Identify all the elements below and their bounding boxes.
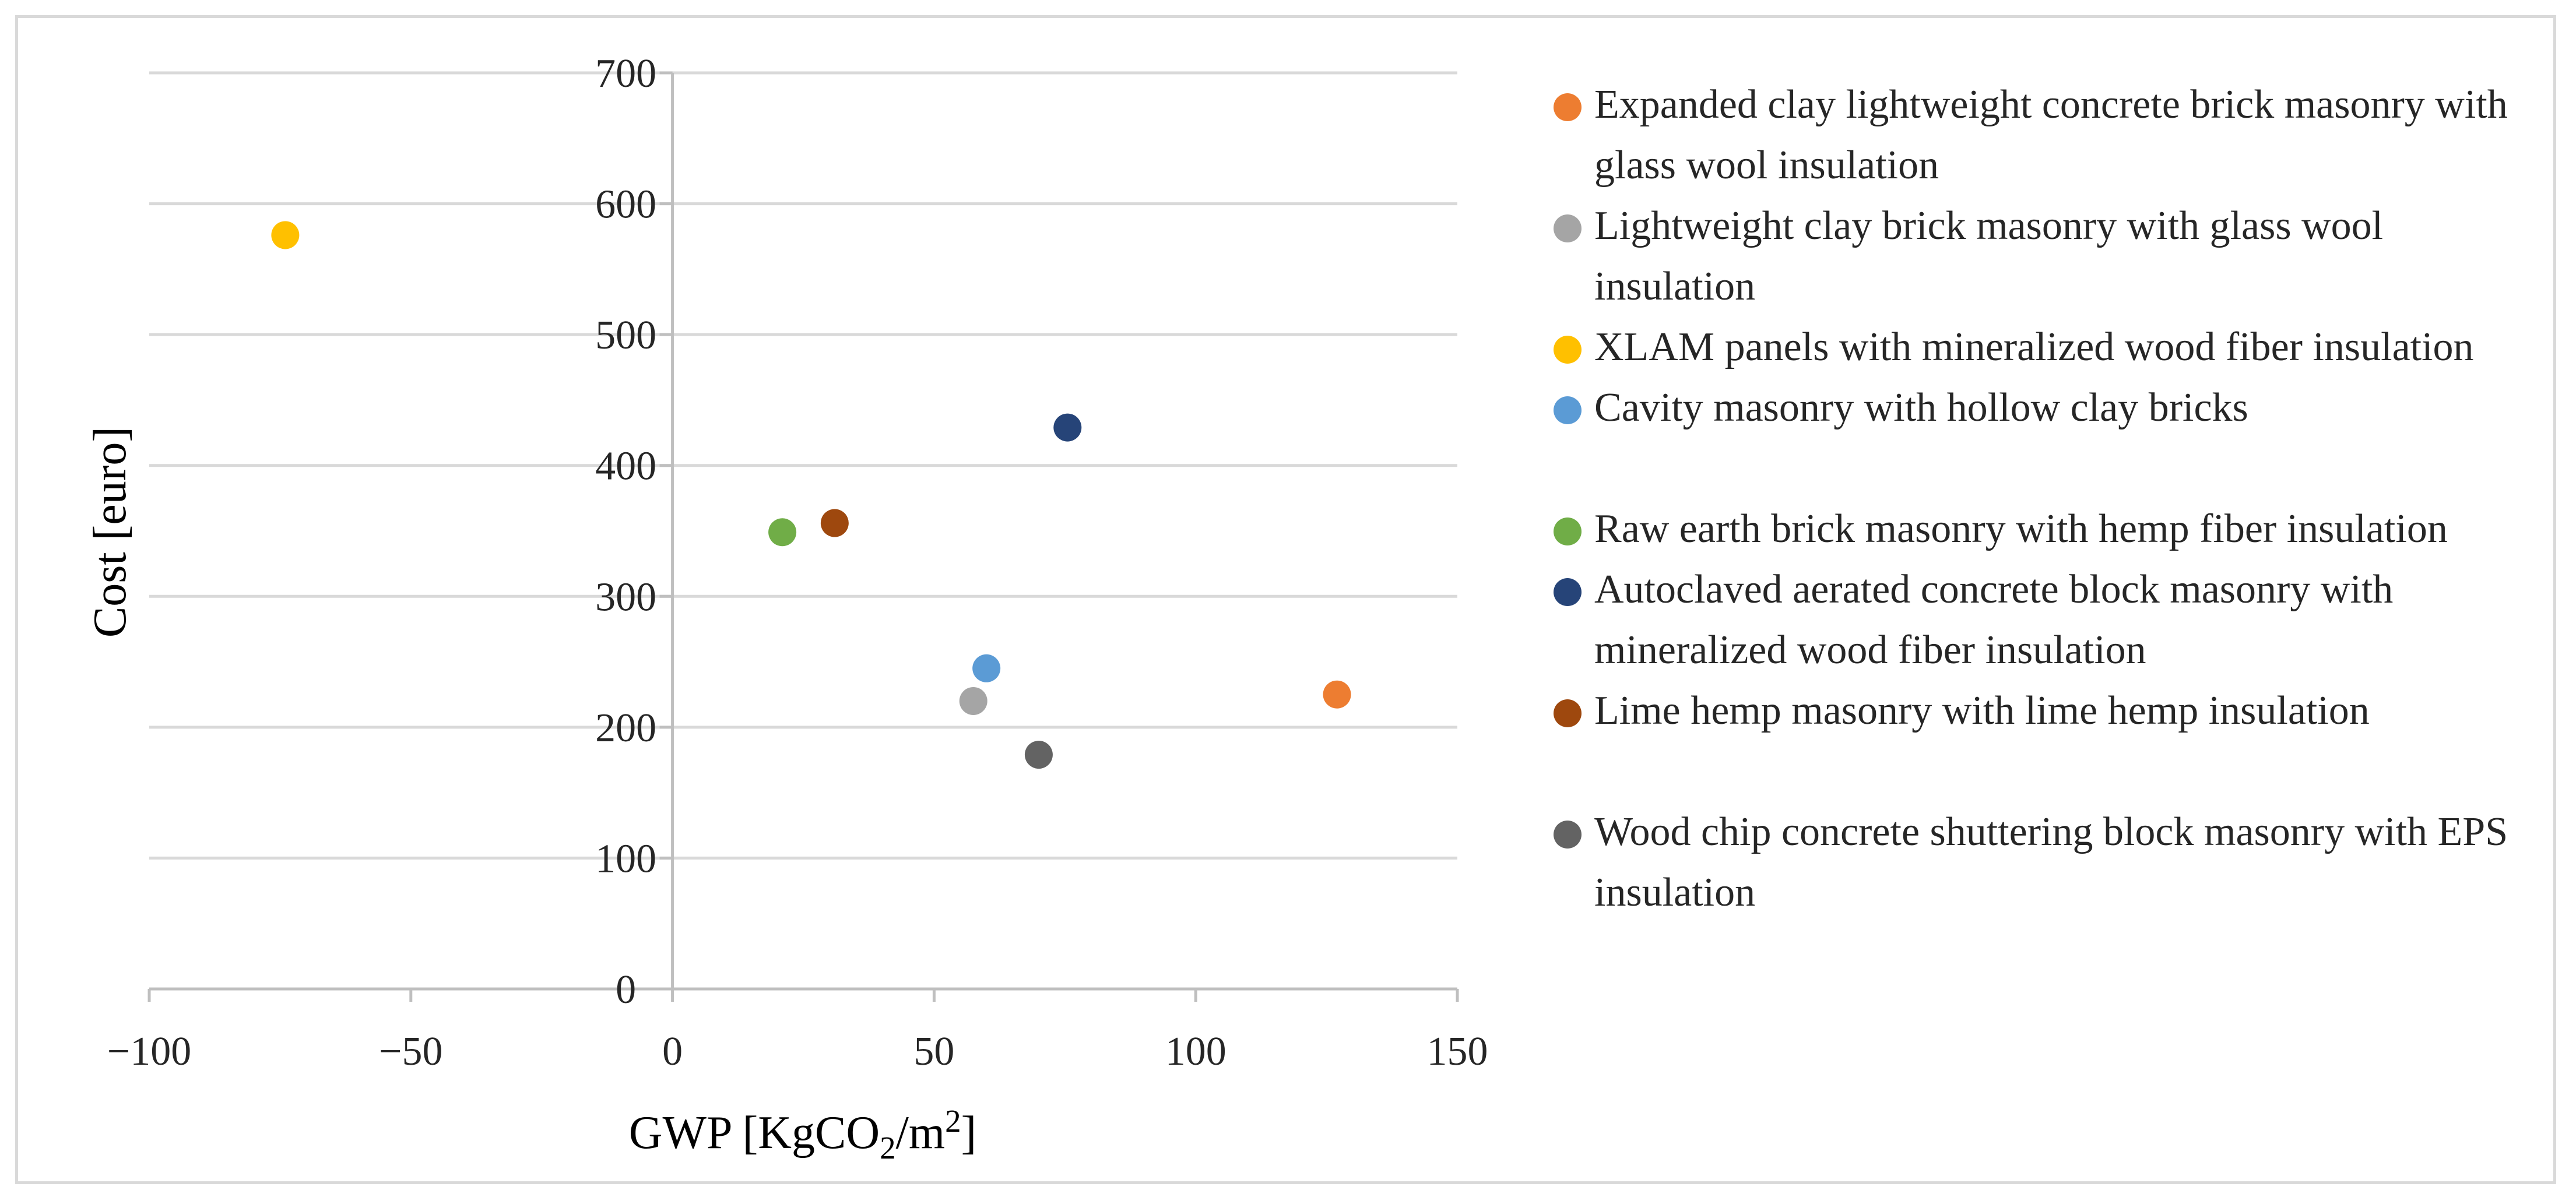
y-tick-label: 400 bbox=[595, 444, 656, 489]
chart-frame bbox=[15, 15, 2556, 1184]
legend-marker bbox=[1554, 699, 1582, 727]
y-axis-title: Cost [euro] bbox=[85, 427, 136, 638]
y-tick-label: 0 bbox=[616, 967, 636, 1012]
y-tick-label: 600 bbox=[595, 182, 656, 227]
tick-labels: 0 100 200 300 400 500 600 700 −100 −50 0 50 100 150 bbox=[107, 51, 1488, 1074]
y-tick-label: 200 bbox=[595, 706, 656, 751]
legend-item: XLAM panels with mineralized wood fiber … bbox=[1548, 317, 2550, 378]
x-axis-title: GWP [KgCO2/m2] bbox=[629, 1103, 976, 1166]
legend-label: Autoclaved aerated concrete block masonr… bbox=[1594, 567, 2394, 673]
x-tick-label: −50 bbox=[379, 1029, 442, 1074]
legend-marker bbox=[1554, 336, 1582, 364]
data-point-8 bbox=[1024, 741, 1053, 769]
legend-item: Wood chip concrete shuttering block maso… bbox=[1548, 802, 2550, 923]
x-tick-label: 50 bbox=[913, 1029, 954, 1074]
legend: Expanded clay lightweight concrete brick… bbox=[1548, 75, 2550, 923]
data-point-5 bbox=[768, 518, 797, 547]
y-tick-label: 700 bbox=[595, 51, 656, 96]
legend-item: Autoclaved aerated concrete block masonr… bbox=[1548, 559, 2550, 681]
axes bbox=[147, 71, 1459, 1002]
legend-item: Cavity masonry with hollow clay bricks bbox=[1548, 378, 2550, 438]
legend-label: Lime hemp masonry with lime hemp insulat… bbox=[1594, 688, 2370, 733]
y-tick-label: 500 bbox=[595, 313, 656, 358]
legend-label: Expanded clay lightweight concrete brick… bbox=[1594, 82, 2508, 188]
x-tick-label: −100 bbox=[107, 1029, 191, 1074]
legend-item: Raw earth brick masonry with hemp fiber … bbox=[1548, 499, 2550, 559]
legend-item: Lime hemp masonry with lime hemp insulat… bbox=[1548, 681, 2550, 741]
data-point-3 bbox=[271, 221, 300, 249]
legend-item: Lightweight clay brick masonry with glas… bbox=[1548, 196, 2550, 317]
data-point-4 bbox=[972, 654, 1001, 682]
legend-label: Wood chip concrete shuttering block maso… bbox=[1594, 809, 2508, 915]
data-point-2 bbox=[959, 687, 987, 715]
x-tick-label: 100 bbox=[1165, 1029, 1227, 1074]
legend-marker bbox=[1554, 214, 1582, 242]
y-tick-label: 100 bbox=[595, 836, 656, 881]
data-point-7 bbox=[820, 509, 849, 537]
legend-marker bbox=[1554, 396, 1582, 424]
legend-label: Cavity masonry with hollow clay bricks bbox=[1594, 385, 2248, 430]
legend-marker bbox=[1554, 578, 1582, 606]
legend-marker bbox=[1554, 821, 1582, 849]
legend-marker bbox=[1554, 93, 1582, 121]
data-point-6 bbox=[1053, 413, 1082, 442]
data-points bbox=[271, 221, 1351, 769]
x-tick-label: 150 bbox=[1427, 1029, 1488, 1074]
data-point-1 bbox=[1323, 680, 1351, 709]
gridlines bbox=[149, 71, 1457, 860]
legend-label: XLAM panels with mineralized wood fiber … bbox=[1594, 325, 2474, 369]
legend-marker bbox=[1554, 517, 1582, 545]
y-tick-label: 300 bbox=[595, 575, 656, 619]
legend-item: Expanded clay lightweight concrete brick… bbox=[1548, 75, 2550, 196]
legend-label: Raw earth brick masonry with hemp fiber … bbox=[1594, 506, 2448, 551]
legend-label: Lightweight clay brick masonry with glas… bbox=[1594, 203, 2384, 309]
x-tick-label: 0 bbox=[662, 1029, 683, 1074]
